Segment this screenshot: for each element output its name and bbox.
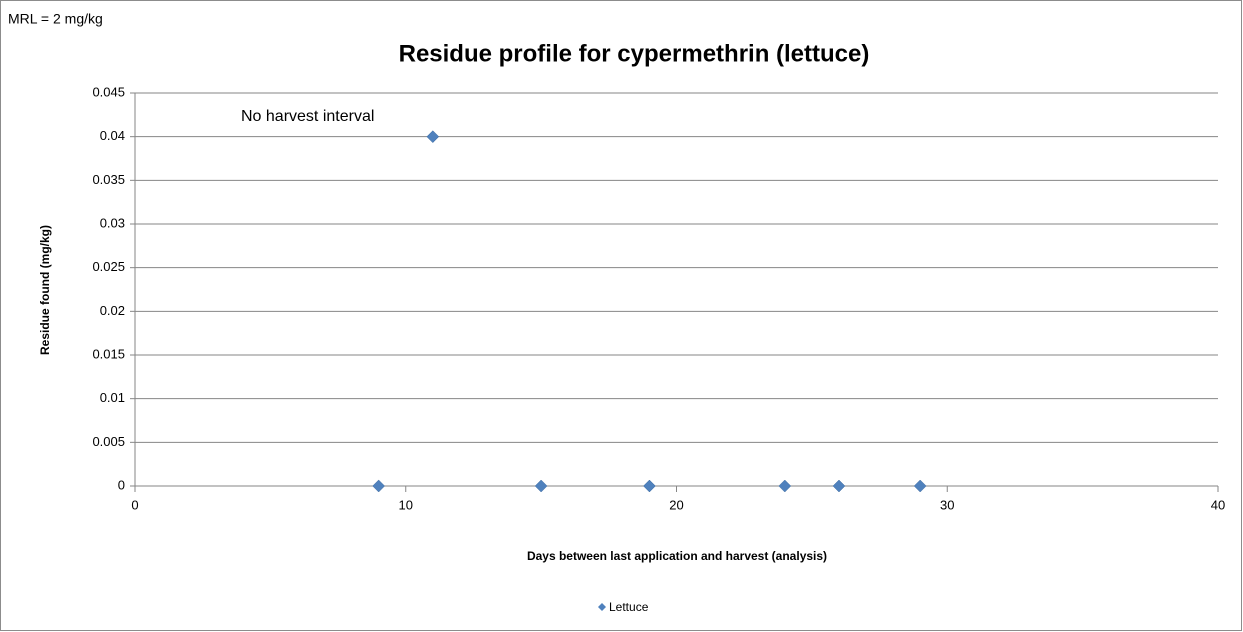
- y-tick-label: 0.015: [92, 346, 125, 361]
- point: [832, 479, 846, 493]
- point: [913, 479, 927, 493]
- y-tick-label: 0.02: [100, 303, 125, 318]
- y-tick-label: 0.01: [100, 390, 125, 405]
- x-tick-label: 30: [940, 497, 954, 512]
- x-tick-label: 0: [131, 497, 138, 512]
- x-axis-title: Days between last application and harves…: [527, 549, 827, 563]
- legend-marker: [598, 603, 606, 611]
- x-tick-label: 20: [669, 497, 683, 512]
- point: [778, 479, 792, 493]
- legend-label: Lettuce: [609, 600, 649, 614]
- point: [426, 130, 440, 144]
- point: [372, 479, 386, 493]
- point: [534, 479, 548, 493]
- point: [643, 479, 656, 493]
- y-tick-label: 0: [118, 477, 125, 492]
- y-axis-title: Residue found (mg/kg): [38, 225, 52, 355]
- x-tick-label: 10: [399, 497, 413, 512]
- mrl-note: MRL = 2 mg/kg: [8, 11, 103, 27]
- y-tick-label: 0.045: [92, 84, 125, 99]
- x-tick-label: 40: [1211, 497, 1225, 512]
- annotation: No harvest interval: [241, 108, 374, 125]
- y-tick-label: 0.03: [100, 215, 125, 230]
- chart-title: Residue profile for cypermethrin (lettuc…: [399, 40, 870, 67]
- y-tick-label: 0.025: [92, 259, 125, 274]
- y-tick-label: 0.035: [92, 172, 125, 187]
- y-tick-label: 0.005: [92, 434, 125, 449]
- y-tick-label: 0.04: [100, 128, 125, 143]
